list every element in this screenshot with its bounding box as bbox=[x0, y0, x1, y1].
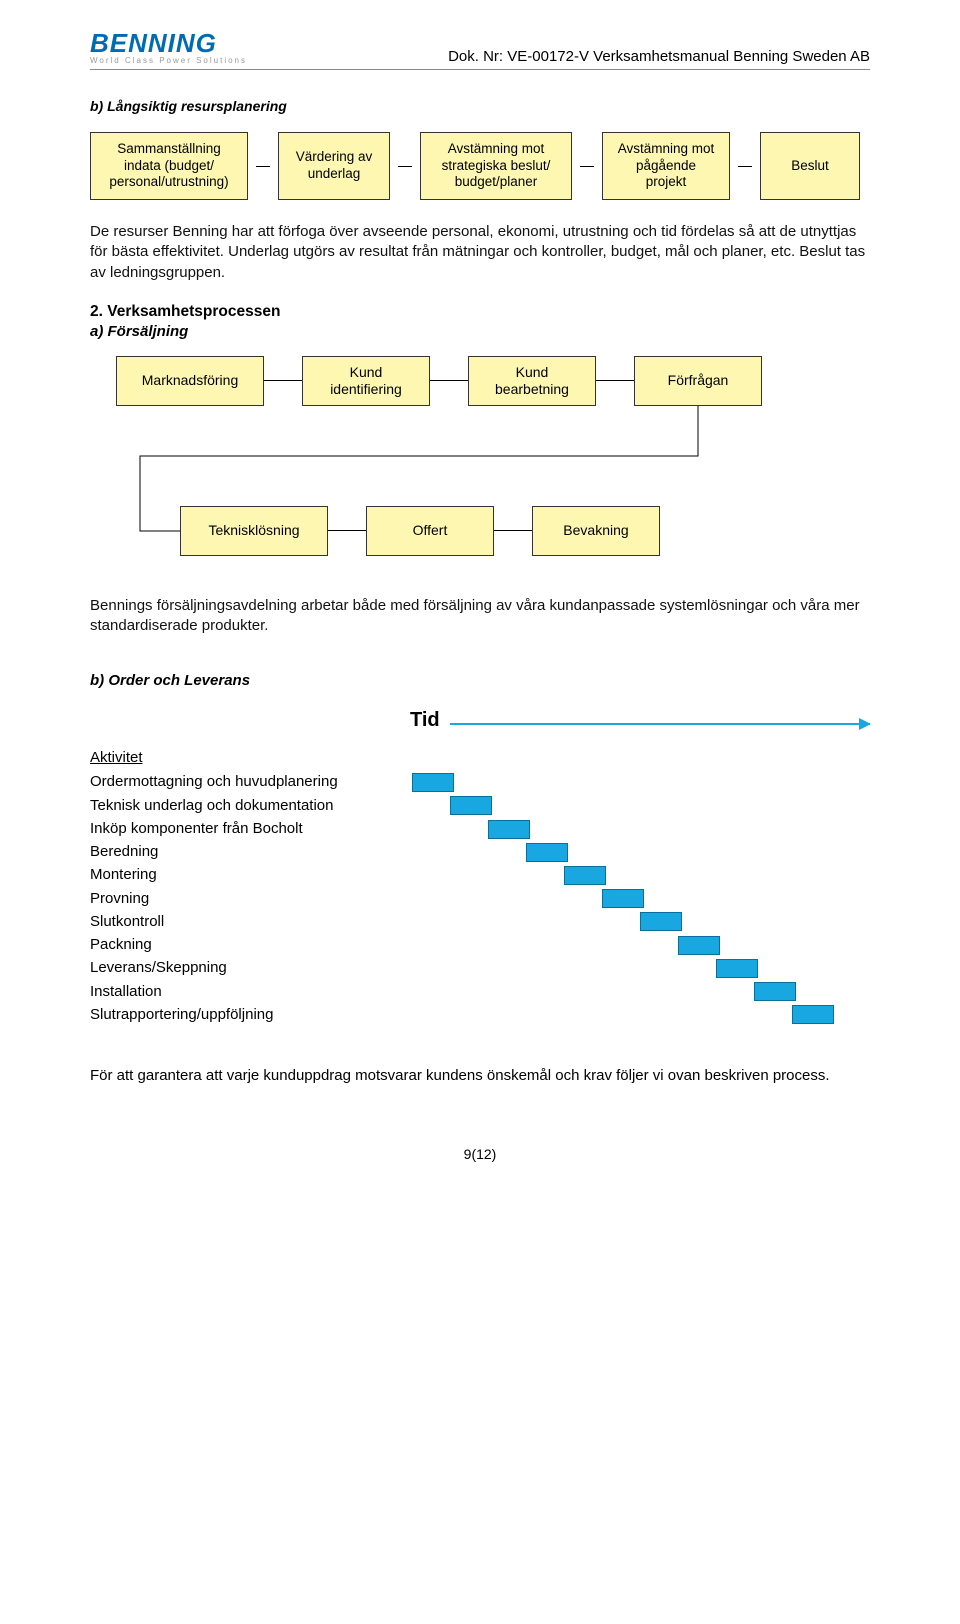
section-2-heading: 2. Verksamhetsprocessen bbox=[90, 303, 870, 321]
sales-box: Bevakning bbox=[532, 506, 660, 556]
gantt-bar bbox=[526, 843, 568, 862]
sales-row-2: Teknisklösning Offert Bevakning bbox=[180, 506, 660, 556]
sales-row-1: Marknadsföring Kund identifiering Kund bea… bbox=[116, 356, 870, 406]
sales-box: Kund bearbetning bbox=[468, 356, 596, 406]
activity-row: Packning bbox=[90, 933, 870, 956]
page-header: BENNING World Class Power Solutions Dok.… bbox=[90, 30, 870, 70]
logo-text: BENNING bbox=[90, 30, 247, 56]
aktivitet-heading: Aktivitet bbox=[90, 749, 870, 766]
activity-row: Slutkontroll bbox=[90, 910, 870, 933]
flow-box: Avstämning mot strategiska beslut/ budge… bbox=[420, 132, 572, 200]
sales-box: Marknadsföring bbox=[116, 356, 264, 406]
activity-row: Inköp komponenter från Bocholt bbox=[90, 817, 870, 840]
gantt-bar bbox=[488, 820, 530, 839]
flow-box: Värdering av underlag bbox=[278, 132, 390, 200]
gantt-bar bbox=[450, 796, 492, 815]
resource-planning-flow: Sammanställning indata (budget/ personal… bbox=[90, 132, 870, 200]
gantt-chart: Tid Aktivitet Ordermottagning och huvudp… bbox=[90, 705, 870, 1026]
section-b2-heading: b) Order och Leverans bbox=[90, 672, 870, 689]
activity-row: Slutrapportering/uppföljning bbox=[90, 1003, 870, 1026]
gantt-bar bbox=[792, 1005, 834, 1024]
gantt-bar bbox=[640, 912, 682, 931]
doc-title: Dok. Nr: VE-00172-V Verksamhetsmanual Be… bbox=[448, 48, 870, 65]
gantt-bar bbox=[412, 773, 454, 792]
section-b-heading: b) Långsiktig resursplanering bbox=[90, 98, 870, 114]
logo: BENNING World Class Power Solutions bbox=[90, 30, 247, 65]
flow-box: Avstämning mot pågående projekt bbox=[602, 132, 730, 200]
gantt-bar bbox=[678, 936, 720, 955]
activity-row: Provning bbox=[90, 887, 870, 910]
tid-label: Tid bbox=[410, 709, 440, 732]
gantt-bar bbox=[564, 866, 606, 885]
order-delivery-section: b) Order och Leverans Tid Aktivitet Orde… bbox=[90, 672, 870, 1026]
activity-row: Installation bbox=[90, 980, 870, 1003]
sales-box: Kund identifiering bbox=[302, 356, 430, 406]
section-b-paragraph: De resurser Benning har att förfoga över… bbox=[90, 222, 870, 283]
section-2a-heading: a) Försäljning bbox=[90, 323, 870, 340]
tid-arrow bbox=[450, 723, 870, 725]
sales-process-diagram: Marknadsföring Kund identifiering Kund bea… bbox=[116, 356, 870, 556]
activity-row: Montering bbox=[90, 863, 870, 886]
flow-box: Sammanställning indata (budget/ personal… bbox=[90, 132, 248, 200]
page-number: 9(12) bbox=[90, 1146, 870, 1162]
sales-box: Teknisklösning bbox=[180, 506, 328, 556]
activity-row: Beredning bbox=[90, 840, 870, 863]
activity-row: Ordermottagning och huvudplanering bbox=[90, 770, 870, 793]
sales-box: Förfrågan bbox=[634, 356, 762, 406]
gantt-bar bbox=[602, 889, 644, 908]
sales-box: Offert bbox=[366, 506, 494, 556]
sales-loop-connector: Teknisklösning Offert Bevakning bbox=[116, 406, 870, 556]
section-2-paragraph: Bennings försäljningsavdelning arbetar b… bbox=[90, 596, 870, 637]
section-b2-paragraph: För att garantera att varje kunduppdrag … bbox=[90, 1066, 870, 1086]
gantt-bar bbox=[716, 959, 758, 978]
gantt-bar bbox=[754, 982, 796, 1001]
logo-subtext: World Class Power Solutions bbox=[90, 56, 247, 65]
flow-box: Beslut bbox=[760, 132, 860, 200]
